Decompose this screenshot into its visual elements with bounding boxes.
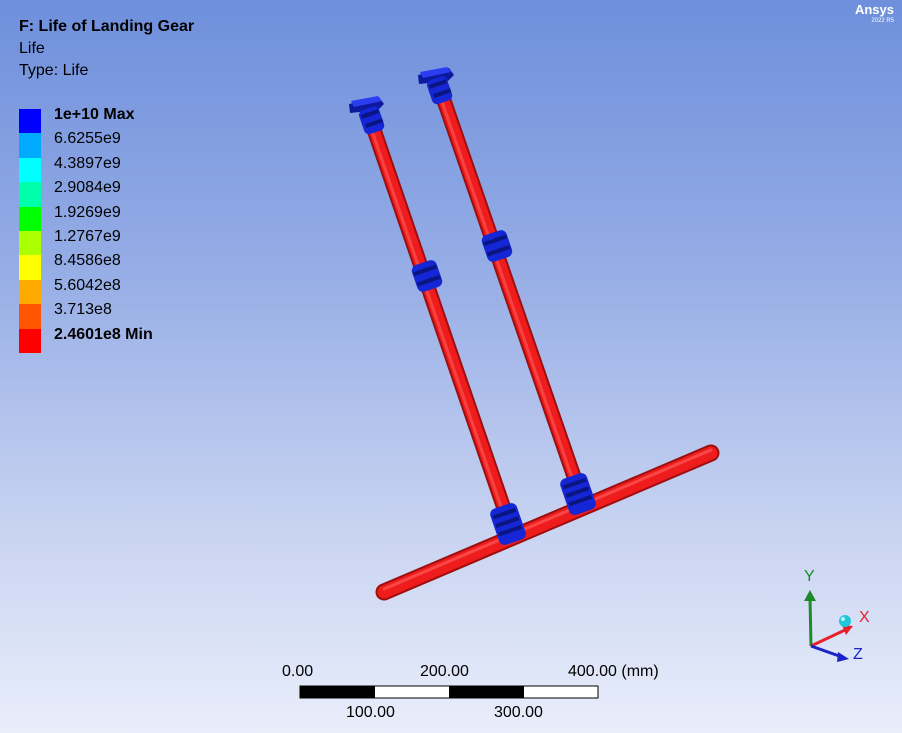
legend-label[interactable]: 1.2767e9 <box>54 227 121 245</box>
axle-tube[interactable] <box>375 444 720 601</box>
legend-label[interactable]: 1.9269e9 <box>54 203 121 221</box>
scale-label-100: 100.00 <box>346 704 395 721</box>
right-bottom-groove <box>568 494 593 507</box>
left-strut-tube[interactable] <box>363 113 518 534</box>
right-mid-collar[interactable] <box>480 229 514 264</box>
legend-label[interactable]: 5.6042e8 <box>54 276 121 294</box>
left-top-groove <box>360 109 380 119</box>
right-bottom-groove <box>565 486 590 498</box>
legend-label[interactable]: 6.6255e9 <box>54 130 121 148</box>
right-top-groove <box>428 79 448 89</box>
scale-label-400: 400.00 (mm) <box>568 663 659 680</box>
right-top-fitting[interactable] <box>418 67 454 106</box>
legend-swatch <box>19 182 41 207</box>
axle-tube-body <box>377 446 718 599</box>
legend-swatch <box>19 279 41 305</box>
x-axis-label: X <box>859 609 870 626</box>
right-mid-collar-groove <box>483 234 508 247</box>
left-bottom-fitting[interactable] <box>489 501 528 546</box>
legend-label[interactable]: 8.4586e8 <box>54 252 121 270</box>
x-axis-line <box>810 628 846 648</box>
y-axis-line <box>808 597 813 647</box>
legend-swatch <box>19 157 41 183</box>
right-mid-collar-groove <box>486 244 511 257</box>
scale-bar-segment <box>449 686 524 698</box>
triad-iso-ball-highlight <box>841 617 845 621</box>
scale-label-0: 0.00 <box>282 663 314 680</box>
right-strut-highlight <box>435 85 580 497</box>
z-axis-label: Z <box>853 646 863 663</box>
coordinate-triad[interactable] <box>804 590 853 662</box>
right-bottom-fitting[interactable] <box>559 471 598 516</box>
brand-version: 2022 R5 <box>871 18 894 24</box>
legend-swatch <box>19 109 41 134</box>
left-top-flange-face <box>351 96 382 107</box>
left-strut-body <box>365 115 516 532</box>
triad-iso-ball[interactable] <box>839 615 851 627</box>
legend-swatch <box>19 255 41 280</box>
left-mid-collar-groove <box>416 274 441 287</box>
legend-swatch <box>19 304 41 329</box>
legend-swatch <box>19 133 41 158</box>
left-bottom-groove <box>498 524 523 537</box>
legend-label-min[interactable]: 2.4601e8 Min <box>54 325 153 343</box>
legend-swatch <box>19 328 41 353</box>
z-axis-arrow <box>837 652 849 662</box>
scale-bar-segment <box>300 686 375 698</box>
left-top-fitting[interactable] <box>349 96 386 136</box>
y-axis-arrow <box>804 590 816 601</box>
result-subtitle: Life <box>19 40 45 57</box>
scale-label-300: 300.00 <box>494 704 543 721</box>
legend-label[interactable]: 4.3897e9 <box>54 154 121 172</box>
result-title: F: Life of Landing Gear <box>19 18 195 35</box>
axle-tube-highlight <box>382 448 713 591</box>
result-header: F: Life of Landing Gear Life Type: Life <box>19 16 194 82</box>
ansys-logo: Ansys 2022 R5 <box>855 3 894 25</box>
legend-label[interactable]: 2.9084e9 <box>54 179 121 197</box>
legend-label-max[interactable]: 1e+10 Max <box>54 106 135 123</box>
legend-swatch <box>19 230 41 256</box>
scale-bar <box>299 685 599 699</box>
z-axis-line <box>810 644 843 659</box>
right-strut-tube[interactable] <box>431 78 588 502</box>
left-bottom-groove <box>495 516 520 528</box>
right-top-groove <box>433 88 452 98</box>
brand-name: Ansys <box>854 2 894 17</box>
left-top-groove <box>365 118 384 128</box>
left-mid-collar[interactable] <box>410 259 444 294</box>
left-strut-highlight <box>367 120 510 529</box>
scale-label-200: 200.00 <box>420 663 469 680</box>
result-type: Type: Life <box>19 62 89 79</box>
y-axis-label: Y <box>804 568 815 585</box>
left-bottom-groove <box>492 507 517 520</box>
legend-swatch <box>19 206 41 231</box>
right-bottom-groove <box>562 477 587 490</box>
x-axis-arrow <box>842 625 853 635</box>
right-strut-body <box>433 80 586 500</box>
right-top-flange-face <box>420 67 451 78</box>
left-mid-collar-groove <box>413 264 438 277</box>
legend-label[interactable]: 3.713e8 <box>54 301 112 319</box>
